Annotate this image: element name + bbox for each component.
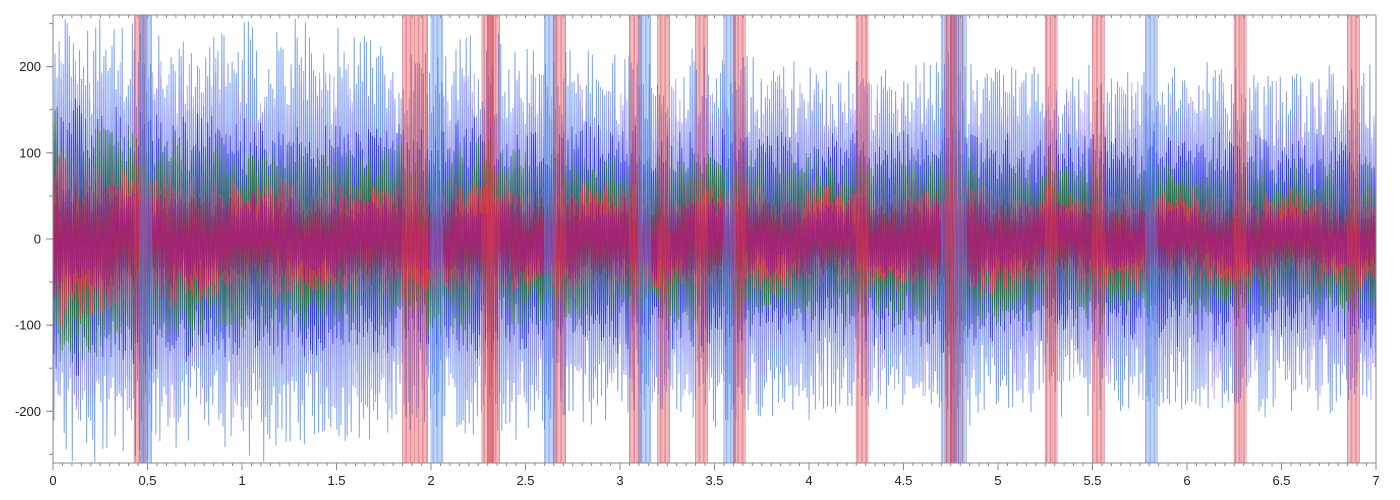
spike-burst: [1233, 15, 1247, 463]
x-tick-label: 2.5: [516, 473, 534, 488]
spike-burst: [954, 15, 967, 463]
y-tick-label: -200: [15, 404, 41, 419]
spike-burst: [402, 15, 415, 463]
spike-burst: [415, 15, 428, 463]
y-tick-label: 0: [34, 232, 41, 247]
spike-burst: [1092, 15, 1105, 463]
x-tick-label: 4.5: [894, 473, 912, 488]
spike-burst: [481, 15, 495, 463]
x-tick-label: 0.5: [138, 473, 156, 488]
spike-burst: [553, 15, 566, 463]
spike-burst: [1145, 15, 1158, 463]
y-tick-label: -100: [15, 318, 41, 333]
x-tick-label: 2: [427, 473, 434, 488]
x-tick-label: 0: [49, 473, 56, 488]
x-tick-label: 4: [805, 473, 812, 488]
x-tick-label: 5.5: [1083, 473, 1101, 488]
spike-burst: [1347, 15, 1360, 463]
spike-burst: [855, 15, 869, 463]
x-tick-label: 1.5: [327, 473, 345, 488]
spike-burst: [733, 15, 746, 463]
y-axis-ticks: -200 -100 0 100 200: [15, 23, 53, 455]
series-layer: [53, 18, 1376, 463]
x-tick-label: 3.5: [705, 473, 723, 488]
x-tick-label: 5: [994, 473, 1001, 488]
y-tick-label: 100: [19, 145, 41, 160]
x-tick-label: 6: [1183, 473, 1190, 488]
x-tick-label: 1: [238, 473, 245, 488]
spike-burst: [487, 15, 500, 463]
spike-burst: [657, 15, 670, 463]
x-tick-label: 3: [616, 473, 623, 488]
spike-burst: [139, 15, 152, 463]
x-axis-ticks: 0 0.5 1 1.5 2 2.5 3 3.5 4 4.5 5 5.5 6 6.5 7: [49, 15, 1380, 488]
spike-burst: [695, 15, 708, 463]
y-tick-label: 200: [19, 59, 41, 74]
spike-burst: [430, 15, 444, 463]
spike-layer: [133, 15, 1360, 463]
spike-burst: [638, 15, 651, 463]
x-tick-label: 6.5: [1272, 473, 1290, 488]
spike-burst: [1044, 15, 1058, 463]
x-tick-label: 7: [1372, 473, 1379, 488]
